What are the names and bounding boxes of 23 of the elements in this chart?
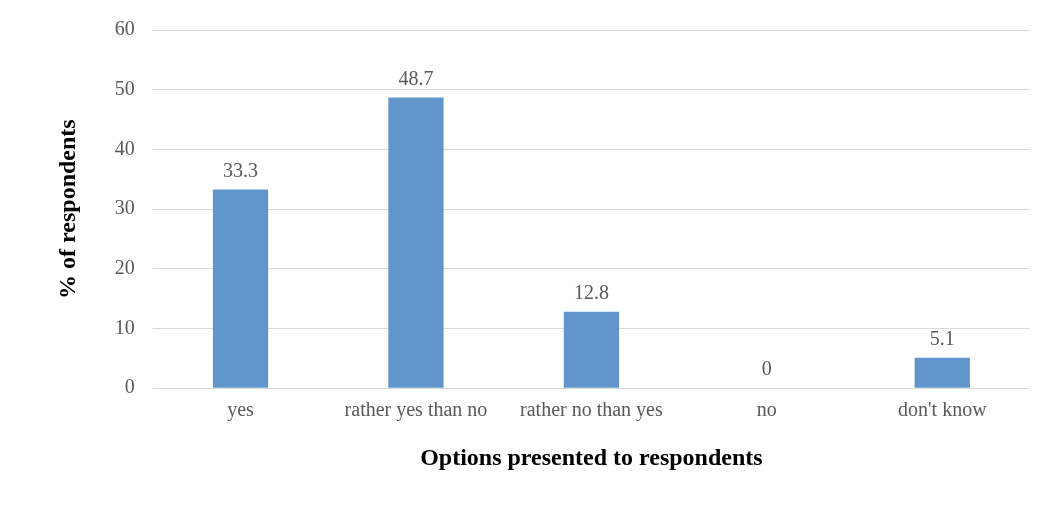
y-axis-title: % of respondents bbox=[53, 119, 80, 299]
data-label: 0 bbox=[761, 357, 772, 380]
x-tick-label: no bbox=[756, 398, 777, 421]
bar bbox=[563, 311, 620, 388]
x-tick-label: don't know bbox=[897, 398, 988, 421]
bar bbox=[212, 189, 269, 388]
x-tick-label: rather no than yes bbox=[520, 398, 663, 422]
y-tick-label: 40 bbox=[114, 136, 135, 159]
x-axis-title: Options presented to respondents bbox=[420, 443, 763, 470]
y-tick-label: 30 bbox=[114, 196, 135, 219]
data-label: 33.3 bbox=[223, 158, 259, 181]
bar bbox=[914, 357, 970, 388]
data-label: 12.8 bbox=[573, 281, 609, 304]
y-tick-label: 20 bbox=[114, 256, 135, 279]
y-tick-label: 10 bbox=[114, 315, 135, 338]
x-tick-label: rather yes than no bbox=[344, 398, 488, 422]
x-tick-label: yes bbox=[227, 398, 255, 422]
y-tick-label: 0 bbox=[124, 375, 135, 398]
bar bbox=[388, 97, 444, 388]
y-tick-label: 50 bbox=[114, 76, 135, 99]
y-tick-label: 60 bbox=[114, 17, 135, 40]
data-label: 48.7 bbox=[398, 66, 434, 89]
data-label: 5.1 bbox=[929, 327, 955, 349]
